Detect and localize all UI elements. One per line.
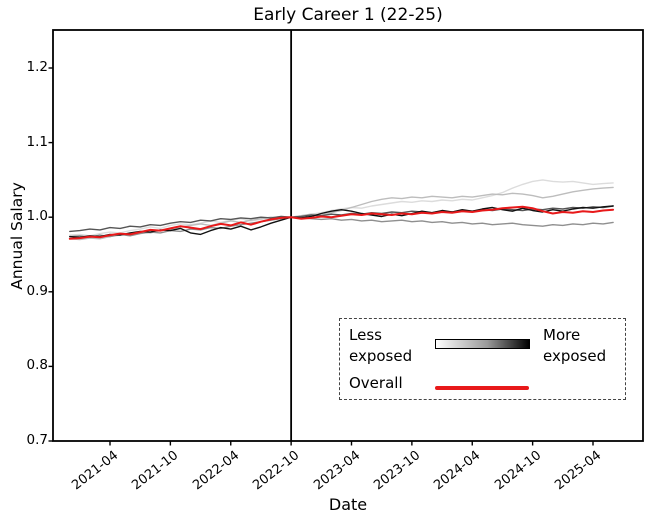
- y-tick-label: 0.8: [26, 357, 48, 374]
- y-tick-label: 0.9: [26, 282, 48, 299]
- legend-less-line2: exposed: [349, 347, 413, 365]
- legend-more-line2: exposed: [543, 347, 607, 365]
- legend-overall-label: Overall: [349, 374, 403, 392]
- series-line-overall: [68, 205, 615, 240]
- y-tick-label: 0.7: [26, 432, 48, 448]
- legend-overall-line: [435, 386, 529, 390]
- exposure-gradient-swatch: [435, 339, 530, 349]
- series-line-exposure-quintile-3: [69, 216, 614, 239]
- y-tick-label: 1.0: [26, 208, 48, 225]
- legend-box: Less exposed More exposed Overall: [339, 318, 626, 400]
- chart-title: Early Career 1 (22-25): [253, 5, 443, 25]
- legend-more-line1: More: [543, 326, 581, 344]
- series-line-exposure-quintile-1-least: [69, 179, 614, 237]
- legend-less-line1: Less: [349, 326, 382, 344]
- x-axis-label: Date: [328, 495, 368, 514]
- legend-less-exposed-label: Less exposed: [349, 325, 412, 367]
- legend-more-exposed-label: More exposed: [543, 325, 606, 367]
- y-tick-label: 1.1: [26, 133, 48, 150]
- y-tick-label: 1.2: [26, 59, 48, 75]
- axes-frame: [52, 29, 644, 442]
